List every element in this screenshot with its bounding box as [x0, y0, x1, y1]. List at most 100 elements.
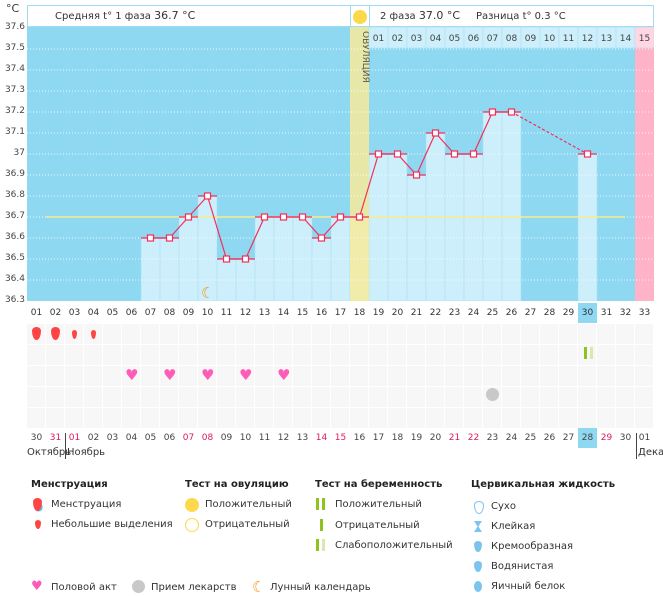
event-cell[interactable]	[103, 324, 121, 344]
event-cell[interactable]	[445, 345, 463, 365]
event-cell[interactable]	[331, 366, 349, 386]
cycle-day[interactable]: 25	[486, 308, 499, 318]
cycle-day[interactable]: 12	[239, 308, 252, 318]
event-cell[interactable]	[198, 324, 216, 344]
event-cell[interactable]	[160, 387, 178, 407]
cycle-day[interactable]: 08	[163, 308, 176, 318]
event-cell[interactable]	[255, 387, 273, 407]
event-cell[interactable]	[616, 345, 634, 365]
cycle-day[interactable]: 04	[87, 308, 100, 318]
event-cell[interactable]	[141, 387, 159, 407]
cycle-day[interactable]: 16	[315, 308, 328, 318]
event-cell[interactable]	[616, 408, 634, 428]
event-cell[interactable]	[312, 366, 330, 386]
cycle-day[interactable]: 13	[258, 308, 271, 318]
calendar-date[interactable]: 18	[391, 433, 404, 443]
event-cell[interactable]	[122, 366, 140, 386]
cycle-day[interactable]: 06	[125, 308, 138, 318]
cycle-day[interactable]: 21	[410, 308, 423, 318]
event-cell[interactable]	[179, 387, 197, 407]
cycle-day[interactable]: 18	[353, 308, 366, 318]
event-cell[interactable]	[255, 345, 273, 365]
calendar-date[interactable]: 20	[429, 433, 442, 443]
event-cell[interactable]	[369, 324, 387, 344]
event-cell[interactable]	[502, 387, 520, 407]
event-cell[interactable]	[559, 408, 577, 428]
cycle-day[interactable]: 07	[144, 308, 157, 318]
event-cell[interactable]	[331, 345, 349, 365]
event-cell[interactable]	[274, 345, 292, 365]
event-cell[interactable]	[331, 387, 349, 407]
cycle-day[interactable]: 24	[467, 308, 480, 318]
cycle-day[interactable]: 14	[277, 308, 290, 318]
event-cell[interactable]	[578, 366, 596, 386]
event-cell[interactable]	[407, 324, 425, 344]
calendar-date[interactable]: 01	[638, 433, 651, 443]
event-cell[interactable]	[179, 345, 197, 365]
event-cell[interactable]	[559, 345, 577, 365]
cycle-day[interactable]: 33	[638, 308, 651, 318]
event-cell[interactable]	[65, 408, 83, 428]
calendar-date[interactable]: 22	[467, 433, 480, 443]
event-cell[interactable]	[293, 345, 311, 365]
event-cell[interactable]	[198, 366, 216, 386]
event-cell[interactable]	[103, 408, 121, 428]
event-cell[interactable]	[616, 366, 634, 386]
event-cell[interactable]	[255, 408, 273, 428]
event-cell[interactable]	[597, 345, 615, 365]
calendar-date[interactable]: 19	[410, 433, 423, 443]
calendar-date[interactable]: 17	[372, 433, 385, 443]
event-cell[interactable]	[350, 324, 368, 344]
event-cell[interactable]	[46, 345, 64, 365]
event-cell[interactable]	[464, 387, 482, 407]
event-cell[interactable]	[65, 366, 83, 386]
temp-point[interactable]	[431, 129, 440, 137]
calendar-date[interactable]: 01	[68, 433, 81, 443]
calendar-date[interactable]: 27	[562, 433, 575, 443]
event-cell[interactable]	[236, 408, 254, 428]
event-cell[interactable]	[46, 387, 64, 407]
temp-point[interactable]	[583, 150, 592, 158]
event-cell[interactable]	[616, 387, 634, 407]
temp-point[interactable]	[260, 213, 269, 221]
event-cell[interactable]	[502, 345, 520, 365]
event-cell[interactable]	[331, 408, 349, 428]
calendar-date[interactable]: 04	[125, 433, 138, 443]
calendar-date[interactable]: 13	[296, 433, 309, 443]
event-cell[interactable]	[426, 366, 444, 386]
temp-point[interactable]	[450, 150, 459, 158]
cycle-day[interactable]: 26	[505, 308, 518, 318]
event-cell[interactable]	[540, 366, 558, 386]
event-cell[interactable]	[122, 408, 140, 428]
temp-point[interactable]	[374, 150, 383, 158]
cycle-day[interactable]: 27	[524, 308, 537, 318]
event-cell[interactable]	[407, 408, 425, 428]
event-cell[interactable]	[350, 366, 368, 386]
temp-point[interactable]	[222, 255, 231, 263]
event-cell[interactable]	[312, 387, 330, 407]
event-cell[interactable]	[27, 408, 45, 428]
event-cell[interactable]	[559, 387, 577, 407]
event-cell[interactable]	[388, 387, 406, 407]
event-cell[interactable]	[103, 366, 121, 386]
event-cell[interactable]	[217, 366, 235, 386]
cycle-day[interactable]: 19	[372, 308, 385, 318]
event-cell[interactable]	[274, 408, 292, 428]
event-cell[interactable]	[502, 366, 520, 386]
event-cell[interactable]	[236, 345, 254, 365]
event-cell[interactable]	[350, 345, 368, 365]
event-cell[interactable]	[198, 408, 216, 428]
event-cell[interactable]	[502, 324, 520, 344]
temp-point[interactable]	[165, 234, 174, 242]
event-cell[interactable]	[65, 345, 83, 365]
event-cell[interactable]	[312, 408, 330, 428]
calendar-date[interactable]: 30	[619, 433, 632, 443]
calendar-date[interactable]: 23	[486, 433, 499, 443]
calendar-date[interactable]: 15	[334, 433, 347, 443]
event-cell[interactable]	[521, 345, 539, 365]
event-cell[interactable]	[236, 387, 254, 407]
calendar-date[interactable]: 09	[220, 433, 233, 443]
event-cell[interactable]	[217, 387, 235, 407]
event-cell[interactable]	[293, 387, 311, 407]
calendar-date[interactable]: 02	[87, 433, 100, 443]
